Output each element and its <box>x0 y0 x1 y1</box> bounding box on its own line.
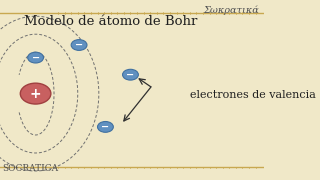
Text: electrones de valencia: electrones de valencia <box>190 90 316 100</box>
Circle shape <box>71 40 87 50</box>
Text: SOCRATICA: SOCRATICA <box>3 164 59 173</box>
Text: +: + <box>30 87 41 101</box>
Text: Modelo de átomo de Bohr: Modelo de átomo de Bohr <box>24 15 197 28</box>
Circle shape <box>123 69 138 80</box>
Circle shape <box>28 52 44 63</box>
Circle shape <box>20 83 51 104</box>
Text: −: − <box>75 40 83 50</box>
Circle shape <box>98 122 113 132</box>
Text: Σωκρατικά: Σωκρατικά <box>204 5 260 15</box>
Text: −: − <box>126 70 134 80</box>
Text: −: − <box>31 53 40 63</box>
Text: −: − <box>101 122 109 132</box>
